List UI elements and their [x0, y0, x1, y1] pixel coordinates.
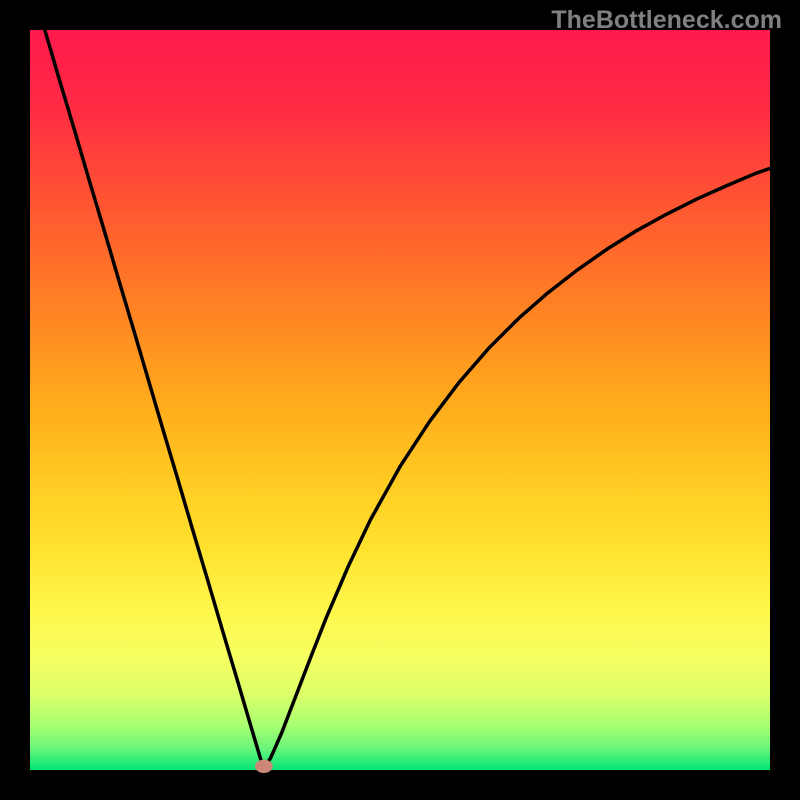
- bottleneck-chart: [0, 0, 800, 800]
- chart-root: TheBottleneck.com: [0, 0, 800, 800]
- minimum-marker: [255, 760, 273, 773]
- watermark-text: TheBottleneck.com: [551, 6, 782, 35]
- plot-background: [30, 30, 770, 770]
